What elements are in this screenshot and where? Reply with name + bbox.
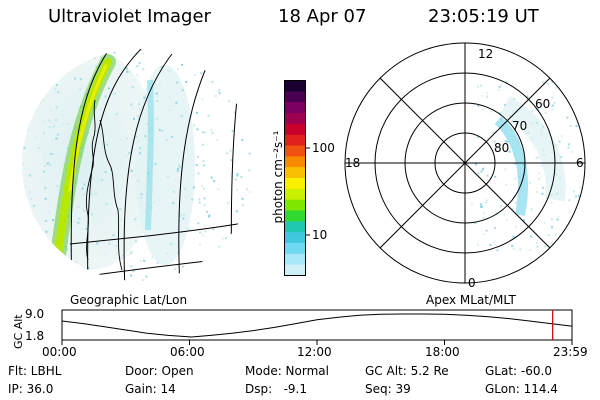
colorbar-tick-10: 10 xyxy=(312,228,328,242)
instrument-title: Ultraviolet Imager xyxy=(48,6,211,27)
door-status: Door: Open xyxy=(125,364,194,378)
mlat-label-60: 60 xyxy=(535,97,551,111)
timeline-axis-label: GC Alt xyxy=(12,314,25,349)
gain-value: Gain: 14 xyxy=(125,382,176,396)
sequence-value: Seq: 39 xyxy=(365,382,411,396)
ip-value: IP: 36.0 xyxy=(8,382,54,396)
image-date: 18 Apr 07 xyxy=(278,6,367,27)
geo-latitude: GLat: -60.0 xyxy=(485,364,552,378)
dsp-value: Dsp: -9.1 xyxy=(245,382,308,396)
timeline-xtick: 23:59 xyxy=(553,345,588,359)
geo-longitude: GLon: 114.4 xyxy=(485,382,558,396)
gc-altitude: GC Alt: 5.2 Re xyxy=(365,364,449,378)
timeline-ytick-bottom: 1.8 xyxy=(25,329,45,343)
color-bar xyxy=(284,80,310,277)
polar-panel-label: Apex MLat/MLT xyxy=(426,293,516,307)
timeline-xtick: 06:00 xyxy=(170,345,205,359)
mlt-label-12: 12 xyxy=(478,47,494,61)
mlt-label-0: 0 xyxy=(468,276,476,290)
timeline-xtick: 12:00 xyxy=(297,345,332,359)
colorbar-tick-100: 100 xyxy=(312,141,335,155)
mlt-label-6: 6 xyxy=(576,156,584,170)
mlat-label-80: 80 xyxy=(494,141,510,155)
timeline-xtick: 18:00 xyxy=(425,345,460,359)
filter-value: Flt: LBHL xyxy=(8,364,62,378)
timeline-xtick: 00:00 xyxy=(42,345,77,359)
geo-panel-label: Geographic Lat/Lon xyxy=(70,293,188,307)
image-time: 23:05:19 UT xyxy=(428,6,539,27)
orbit-altitude-curve xyxy=(61,313,572,338)
mlt-label-18: 18 xyxy=(345,156,361,170)
mlat-label-70: 70 xyxy=(512,119,528,133)
mode-status: Mode: Normal xyxy=(245,364,329,378)
timeline-ytick-top: 9.0 xyxy=(25,307,45,321)
